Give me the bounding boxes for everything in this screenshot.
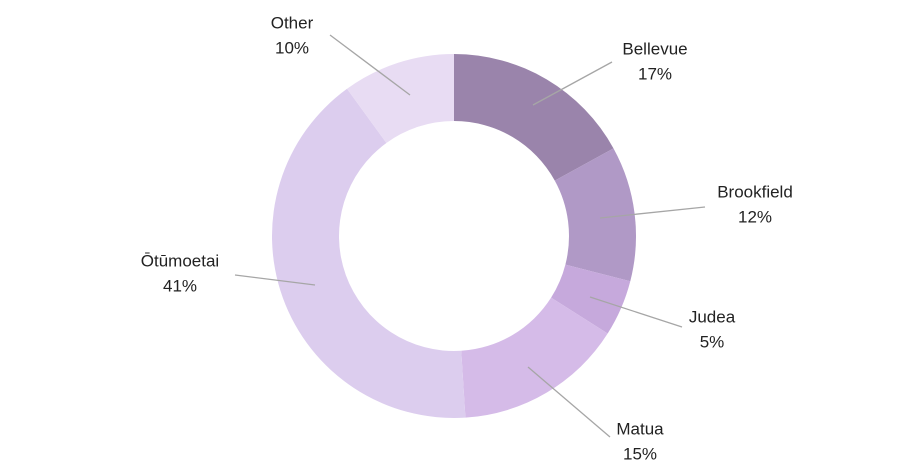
donut-slice [554,148,637,282]
slice-label: Matua [616,419,664,438]
leader-line [532,61,613,106]
donut-slice [551,264,631,334]
donut-slice [347,54,454,143]
leader-line [234,274,316,286]
slice-label: Brookfield [717,182,793,201]
slice-label: Other [271,13,314,32]
value-label: 10% [275,38,309,57]
donut-slice [271,88,466,418]
leader-line [527,366,611,438]
value-label: 17% [638,64,672,83]
slice-label: Judea [689,307,736,326]
value-label: 15% [623,444,657,463]
slice-label: Bellevue [622,39,687,58]
leader-line [589,296,683,328]
donut-slice [461,297,608,418]
leader-line [599,206,706,219]
donut-slice [454,54,614,181]
slice-label: Ōtūmoetai [141,251,219,270]
value-label: 12% [738,207,772,226]
leader-line [329,34,411,96]
value-label: 41% [163,276,197,295]
value-label: 5% [700,332,725,351]
